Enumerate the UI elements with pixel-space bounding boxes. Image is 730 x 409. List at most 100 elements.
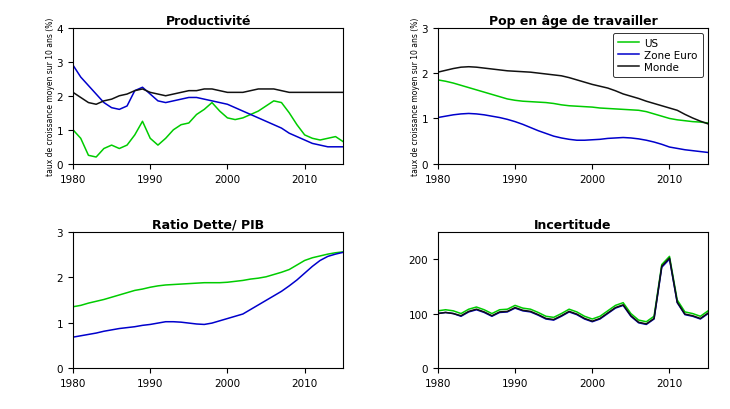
US [526,100,535,105]
US [472,88,481,93]
Line: Monde: Monde [438,67,708,125]
Zone Euro [518,123,527,128]
Title: Productivité: Productivité [166,14,251,27]
US [572,104,581,109]
Monde [673,108,682,113]
Monde [464,65,473,70]
US [619,108,628,112]
Zone Euro [704,151,712,155]
Zone Euro [457,112,466,117]
Monde [565,76,574,81]
Zone Euro [549,134,558,139]
Zone Euro [464,112,473,117]
US [611,107,620,112]
Monde [549,73,558,78]
US [480,90,488,95]
Line: US: US [438,81,708,124]
Monde [526,70,535,75]
Monde [557,74,566,79]
Zone Euro [634,137,643,142]
Y-axis label: taux de croissance moyen sur 10 ans (%): taux de croissance moyen sur 10 ans (%) [46,18,55,175]
Zone Euro [534,129,542,134]
US [464,86,473,91]
US [488,93,496,98]
Monde [518,70,527,75]
Zone Euro [565,137,574,142]
Monde [572,78,581,83]
US [596,106,604,111]
US [511,99,520,103]
US [634,108,643,113]
Zone Euro [580,138,589,143]
Zone Euro [588,138,596,143]
Monde [596,85,604,90]
Zone Euro [696,150,704,155]
Zone Euro [642,138,650,143]
Monde [619,92,628,97]
Zone Euro [626,136,635,141]
Monde [680,112,689,117]
Zone Euro [472,112,481,117]
Monde [495,68,504,73]
US [626,108,635,113]
US [688,120,697,125]
US [665,117,674,121]
US [495,95,504,100]
Zone Euro [572,138,581,143]
Title: Pop en âge de travailler: Pop en âge de travailler [488,14,657,27]
Zone Euro [542,132,550,137]
Zone Euro [688,149,697,154]
Zone Euro [619,136,628,141]
US [603,107,612,112]
US [696,120,704,125]
US [503,97,512,102]
US [557,103,566,108]
Monde [704,122,712,127]
Monde [472,65,481,70]
US [549,102,558,107]
Zone Euro [441,115,450,119]
Monde [441,69,450,74]
Legend: US, Zone Euro, Monde: US, Zone Euro, Monde [613,34,703,78]
Zone Euro [488,115,496,119]
US [580,105,589,110]
Zone Euro [526,126,535,130]
Zone Euro [480,113,488,118]
Title: Incertitude: Incertitude [534,218,612,231]
US [441,80,450,85]
US [457,84,466,89]
Zone Euro [650,140,658,145]
US [658,115,666,119]
US [518,99,527,104]
US [534,100,542,105]
Line: Zone Euro: Zone Euro [438,114,708,153]
Zone Euro [449,113,458,118]
Monde [634,97,643,102]
Zone Euro [673,146,682,151]
US [642,110,650,115]
Zone Euro [658,142,666,147]
US [434,78,442,83]
Zone Euro [495,116,504,121]
Zone Euro [665,145,674,150]
Zone Euro [434,116,442,121]
Monde [603,86,612,91]
Monde [480,66,488,71]
Zone Euro [511,120,520,125]
Monde [449,67,458,72]
Monde [588,83,596,88]
US [673,118,682,123]
Monde [665,106,674,111]
US [588,106,596,110]
US [542,101,550,106]
Monde [642,99,650,104]
Zone Euro [596,137,604,142]
Monde [488,67,496,72]
US [704,121,712,126]
Monde [503,69,512,74]
Zone Euro [503,118,512,123]
US [680,119,689,124]
Zone Euro [611,136,620,141]
Zone Euro [680,148,689,153]
Monde [688,116,697,121]
